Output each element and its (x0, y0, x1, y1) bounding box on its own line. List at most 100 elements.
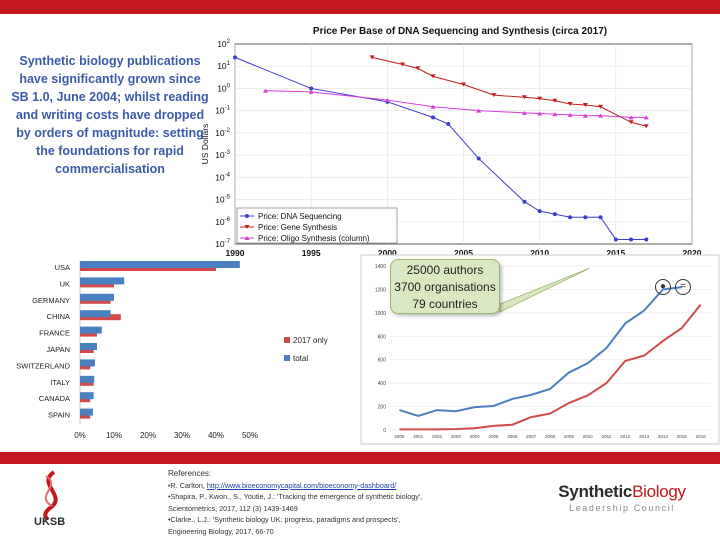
pub-chart-x-ticks: 2000 2001 2002 2003 2004 2005 2006 2007 2008 2009… (394, 434, 706, 439)
price-chart-title: Price Per Base of DNA Sequencing and Syn… (313, 26, 607, 37)
pub-x-tick: 2004 (470, 434, 481, 439)
sblc-word-1: Synthetic (558, 482, 633, 501)
bar-total (80, 326, 102, 334)
pub-x-tick: 2003 (451, 434, 462, 439)
price-y-tick: 102 (217, 39, 230, 49)
price-point (430, 104, 436, 109)
price-point (233, 55, 237, 60)
price-point (309, 86, 314, 91)
price-point (537, 111, 543, 116)
price-chart-ylabel: US Dollars (200, 124, 210, 165)
price-point (644, 237, 649, 242)
dna-helix-icon (43, 470, 58, 520)
country-x-tick: 50% (242, 431, 258, 440)
country-chart-bars (80, 261, 240, 419)
price-point (400, 62, 406, 67)
callout-authors: 25000 authors (406, 263, 484, 277)
reference-2a: •Shapira, P., Kwon., S., Youtie, J.: 'Tr… (168, 492, 423, 501)
pub-y-tick: 0 (383, 428, 386, 434)
price-chart-legend: Price: DNA Sequencing Price: Gene Synthe… (236, 207, 398, 244)
price-point (476, 156, 481, 161)
pub-chart-series (399, 267, 702, 431)
price-x-tick: 2020 (683, 248, 702, 258)
bar-total (80, 293, 114, 301)
callout-pointer (499, 267, 591, 313)
price-point (521, 95, 527, 100)
reference-3b: Engineering Biology, 2017, 66-70 (168, 526, 274, 536)
country-x-tick: 0% (74, 431, 86, 440)
pub-y-tick: 1000 (375, 311, 386, 317)
bar-total (80, 310, 111, 318)
legend-gene-marker (244, 225, 250, 229)
price-point (598, 113, 604, 118)
legend-oligo-marker (244, 236, 250, 240)
legend-gene-label: Price: Gene Synthesis (258, 223, 337, 232)
legend-oligo-label: Price: Oligo Synthesis (column) (258, 234, 370, 243)
callout-orgs: 3700 organisations (394, 280, 496, 294)
price-y-tick: 10-5 (215, 195, 230, 205)
price-legend-box (236, 207, 398, 244)
pub-y-tick: 200 (378, 405, 387, 411)
price-point (582, 113, 588, 118)
price-point (476, 108, 482, 113)
uksb-logo: UKSB (26, 470, 86, 536)
price-point (598, 104, 604, 109)
price-x-tick: 2000 (378, 248, 397, 258)
bar-total (80, 343, 97, 350)
country-label: USA (55, 263, 70, 272)
reference-1-link[interactable]: http://www.bioeconomycapital.com/bioecon… (206, 480, 397, 490)
price-point (262, 88, 268, 93)
price-point (552, 212, 557, 217)
bar-total (80, 277, 125, 285)
price-y-tick: 10-4 (215, 172, 230, 182)
price-y-tick: 100 (217, 83, 230, 93)
price-point (431, 115, 436, 120)
pub-y-tick: 800 (378, 334, 387, 340)
bottom-accent-bar (0, 452, 720, 464)
price-point (567, 112, 573, 117)
references-block: References: •R. Carlton, http://www.bioe… (168, 468, 488, 537)
pub-x-tick: 2010 (583, 434, 594, 439)
pub-x-tick: 2013 (639, 434, 650, 439)
headline-text: Synthetic biology publications have sign… (11, 54, 209, 176)
price-per-base-chart: Price Per Base of DNA Sequencing and Syn… (200, 26, 702, 258)
pub-series-line-0 (399, 286, 682, 417)
pub-x-tick: 2009 (564, 434, 575, 439)
price-point (629, 237, 634, 242)
price-x-tick: 2010 (530, 248, 549, 258)
bar-2017 (80, 314, 121, 321)
bar-total (80, 408, 93, 416)
license-icons: ● = (655, 276, 695, 295)
price-point (628, 120, 634, 125)
price-point (568, 215, 573, 220)
country-label: UK (60, 279, 70, 288)
country-label: GERMANY (32, 296, 70, 305)
price-y-tick: 101 (217, 61, 230, 71)
price-chart-series (233, 55, 649, 242)
pub-x-tick: 2016 (696, 434, 707, 439)
price-point (522, 199, 527, 204)
sblc-wordmark: SyntheticBiology (536, 482, 708, 502)
price-point (537, 96, 543, 101)
price-point (384, 98, 390, 103)
price-point (446, 122, 451, 127)
price-y-tick: 10-2 (215, 128, 230, 138)
pub-x-tick: 2006 (507, 434, 518, 439)
country-x-tick: 40% (208, 431, 224, 440)
pub-x-tick: 2001 (413, 434, 424, 439)
price-x-tick: 2005 (454, 248, 473, 258)
legend-2017-label: 2017 only (293, 336, 328, 345)
legend-total-swatch (284, 355, 290, 361)
price-point (308, 89, 314, 94)
pub-chart-y-ticks: 0 200 400 600 800 1000 1200 1400 (375, 264, 386, 434)
pub-x-tick: 2011 (602, 434, 612, 439)
pub-x-tick: 2005 (489, 434, 500, 439)
pub-x-tick: 2008 (545, 434, 556, 439)
reference-1-prefix: •R. Carlton, (168, 480, 207, 490)
country-x-tick: 20% (140, 431, 156, 440)
country-share-chart: USA UK GERMANY CHINA FRANCE JAPAN SWITZERLAND I… (16, 260, 328, 440)
price-x-tick: 1995 (302, 248, 321, 258)
pub-y-tick: 400 (378, 381, 387, 387)
price-point (537, 209, 542, 214)
bar-total (80, 375, 95, 383)
